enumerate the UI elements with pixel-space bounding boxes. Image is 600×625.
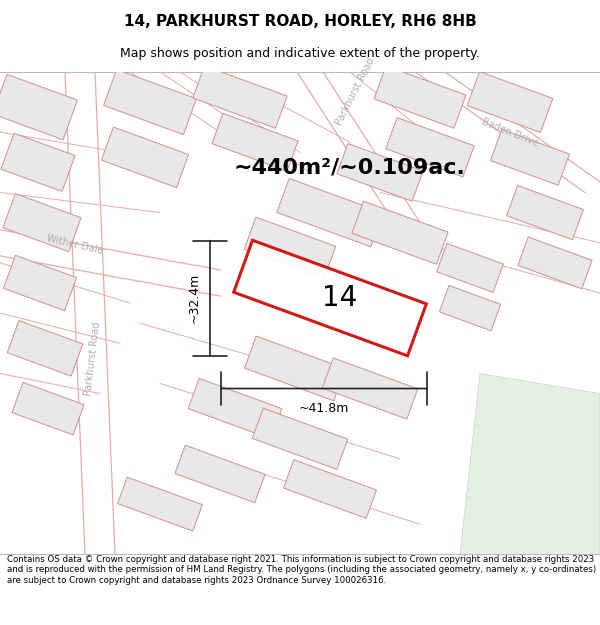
Polygon shape [277,178,383,247]
Polygon shape [518,237,592,289]
Polygon shape [244,217,336,279]
Polygon shape [491,129,569,185]
Polygon shape [245,336,346,401]
Text: 14: 14 [322,284,358,312]
Text: ~41.8m: ~41.8m [299,402,349,415]
Polygon shape [118,477,202,531]
Polygon shape [233,240,427,356]
Text: 14, PARKHURST ROAD, HORLEY, RH6 8HB: 14, PARKHURST ROAD, HORLEY, RH6 8HB [124,14,476,29]
Polygon shape [188,378,282,439]
Polygon shape [1,133,75,191]
Polygon shape [352,201,448,264]
Polygon shape [374,66,466,128]
Polygon shape [212,113,298,171]
Polygon shape [3,194,81,252]
Polygon shape [12,382,84,435]
Polygon shape [439,286,500,331]
Text: ~440m²/~0.109ac.: ~440m²/~0.109ac. [234,158,466,177]
Text: Baden Drive: Baden Drive [480,116,540,148]
Text: Map shows position and indicative extent of the property.: Map shows position and indicative extent… [120,48,480,61]
Polygon shape [175,445,265,503]
Polygon shape [506,186,583,240]
Text: Wither Dale: Wither Dale [46,233,104,256]
Polygon shape [193,66,287,128]
Text: Contains OS data © Crown copyright and database right 2021. This information is : Contains OS data © Crown copyright and d… [7,555,596,585]
Polygon shape [337,144,423,201]
Polygon shape [7,321,83,376]
Polygon shape [284,460,376,518]
Text: ~32.4m: ~32.4m [187,273,200,323]
Polygon shape [252,408,348,469]
Polygon shape [437,243,503,292]
Text: Parkhurst Road: Parkhurst Road [334,57,376,128]
Polygon shape [104,69,196,134]
Polygon shape [322,358,418,419]
Text: Parkhurst Road: Parkhurst Road [83,321,103,396]
Polygon shape [0,74,77,140]
Polygon shape [101,127,188,188]
Polygon shape [460,373,600,554]
Polygon shape [4,255,77,311]
Polygon shape [386,118,474,177]
Polygon shape [467,72,553,132]
